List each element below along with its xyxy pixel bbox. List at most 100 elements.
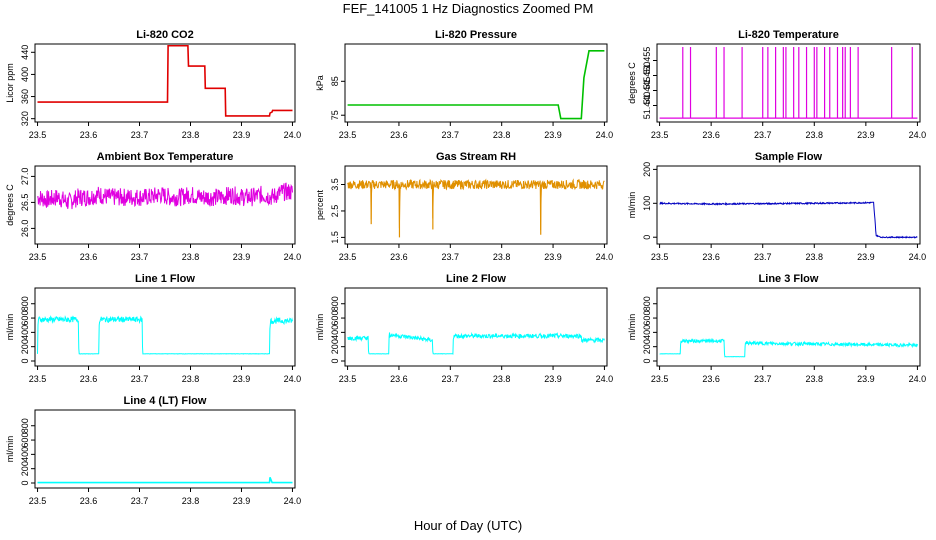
y-tick-label: 0 [330, 358, 340, 363]
series-area [37, 45, 293, 117]
x-tick-label: 23.5 [29, 496, 47, 506]
plot-frame [344, 165, 608, 245]
x-tick-label: 23.7 [442, 374, 460, 384]
y-axis-label: kPa [315, 75, 325, 91]
plot-frame [344, 43, 608, 123]
y-tick-label: 200 [20, 339, 30, 354]
x-tick-label: 23.9 [544, 374, 562, 384]
x-tick-label: 23.7 [131, 252, 149, 262]
plot-frame [34, 43, 296, 123]
plot-frame [34, 287, 296, 367]
x-tick-label: 23.9 [857, 130, 875, 140]
y-tick-label: 800 [330, 296, 340, 311]
x-tick-label: 24.0 [909, 252, 927, 262]
series-line [347, 178, 605, 231]
y-axis-label: ml/min [627, 192, 637, 219]
y-tick-label: 0 [20, 358, 30, 363]
series-line [37, 45, 293, 117]
y-tick-label: 0 [20, 480, 30, 485]
x-tick-label: 23.5 [339, 130, 357, 140]
plot-frame [344, 287, 608, 367]
x-tick-label: 23.9 [544, 130, 562, 140]
x-tick-label: 23.7 [131, 496, 149, 506]
panel-title: Line 4 (LT) Flow [124, 395, 207, 407]
panel-2: Li-820 Pressure kPa 23.5 23.6 23.7 23.8 23.9 24… [315, 29, 613, 140]
x-tick-label: 24.0 [284, 496, 302, 506]
x-tick-label: 23.8 [493, 130, 511, 140]
x-tick-label: 23.8 [493, 252, 511, 262]
y-tick-label: 400 [20, 447, 30, 462]
x-tick-label: 23.5 [339, 252, 357, 262]
x-tick-label: 24.0 [909, 374, 927, 384]
x-tick-label: 23.8 [182, 130, 200, 140]
x-tick-label: 23.5 [29, 130, 47, 140]
y-tick-label: 360 [20, 89, 30, 104]
y-tick-label: 51.455 [642, 47, 652, 75]
x-tick-label: 23.9 [857, 252, 875, 262]
plot-frame [656, 165, 921, 245]
panel-title: Gas Stream RH [436, 151, 516, 163]
x-tick-label: 24.0 [284, 252, 302, 262]
panel-title: Ambient Box Temperature [97, 151, 234, 163]
x-tick-label: 24.0 [284, 374, 302, 384]
page-title: FEF_141005 1 Hz Diagnostics Zoomed PM [342, 1, 594, 16]
series-area [37, 315, 293, 355]
y-tick-label: 51.440 [642, 92, 652, 120]
y-tick-label: 600 [20, 311, 30, 326]
y-tick-label: 1.5 [330, 231, 340, 244]
series-line [347, 331, 605, 355]
y-axis-label: ml/min [5, 314, 15, 341]
panel-8: Line 2 Flow ml/min 23.5 23.6 23.7 23.8 23.9 24.… [315, 273, 613, 384]
series-line [37, 182, 293, 210]
x-tick-label: 23.8 [806, 252, 824, 262]
x-tick-label: 24.0 [596, 252, 614, 262]
x-tick-label: 23.7 [442, 252, 460, 262]
x-tick-label: 23.9 [233, 374, 251, 384]
series-area [659, 338, 918, 358]
series-area [347, 50, 605, 120]
x-tick-label: 24.0 [596, 130, 614, 140]
y-tick-label: 200 [20, 461, 30, 476]
y-axis-label: percent [315, 189, 325, 220]
y-tick-label: 51.445 [642, 77, 652, 105]
panel-3: Li-820 Temperature degrees C 23.5 23.6 23.7 2… [627, 29, 926, 140]
x-tick-label: 23.8 [182, 496, 200, 506]
series-area [347, 178, 605, 238]
y-tick-label: 26.5 [20, 194, 30, 212]
x-tick-label: 23.7 [754, 374, 772, 384]
x-tick-label: 24.0 [596, 374, 614, 384]
series-area [37, 477, 293, 484]
panel-9: Line 3 Flow ml/min 23.5 23.6 23.7 23.8 23.9 24.… [627, 273, 926, 384]
x-tick-label: 23.5 [29, 252, 47, 262]
series-area [37, 182, 293, 210]
y-tick-label: 51.450 [642, 62, 652, 90]
x-tick-label: 23.8 [806, 130, 824, 140]
panel-6: Sample Flow ml/min 23.5 23.6 23.7 23.8 23.9 24.… [627, 151, 926, 262]
x-tick-label: 23.9 [233, 496, 251, 506]
x-tick-label: 23.6 [80, 374, 98, 384]
panel-title: Sample Flow [755, 151, 823, 163]
x-tick-label: 23.9 [233, 130, 251, 140]
y-axis-label: degrees C [627, 62, 637, 104]
x-axis-label: Hour of Day (UTC) [413, 518, 523, 533]
y-tick-label: 200 [642, 162, 652, 177]
x-tick-label: 23.5 [651, 130, 669, 140]
series-line [347, 50, 605, 120]
y-tick-label: 800 [20, 296, 30, 311]
panel-title: Li-820 Temperature [738, 29, 839, 41]
series-area [659, 47, 918, 119]
x-tick-label: 23.7 [131, 130, 149, 140]
y-tick-label: 400 [642, 325, 652, 340]
y-axis-label: Licor ppm [5, 63, 15, 103]
panel-title: Line 2 Flow [446, 273, 506, 285]
series-line [659, 338, 918, 358]
x-tick-label: 23.6 [702, 252, 720, 262]
panel-10: Line 4 (LT) Flow ml/min 23.5 23.6 23.7 23.8 23… [5, 395, 301, 506]
y-tick-label: 26.0 [20, 220, 30, 238]
x-tick-label: 23.5 [651, 252, 669, 262]
x-tick-label: 23.6 [80, 130, 98, 140]
panel-5: Gas Stream RH percent 23.5 23.6 23.7 23.8 23.9… [315, 151, 613, 262]
panel-title: Li-820 CO2 [136, 29, 193, 41]
y-tick-label: 600 [642, 311, 652, 326]
y-tick-label: 100 [642, 196, 652, 211]
